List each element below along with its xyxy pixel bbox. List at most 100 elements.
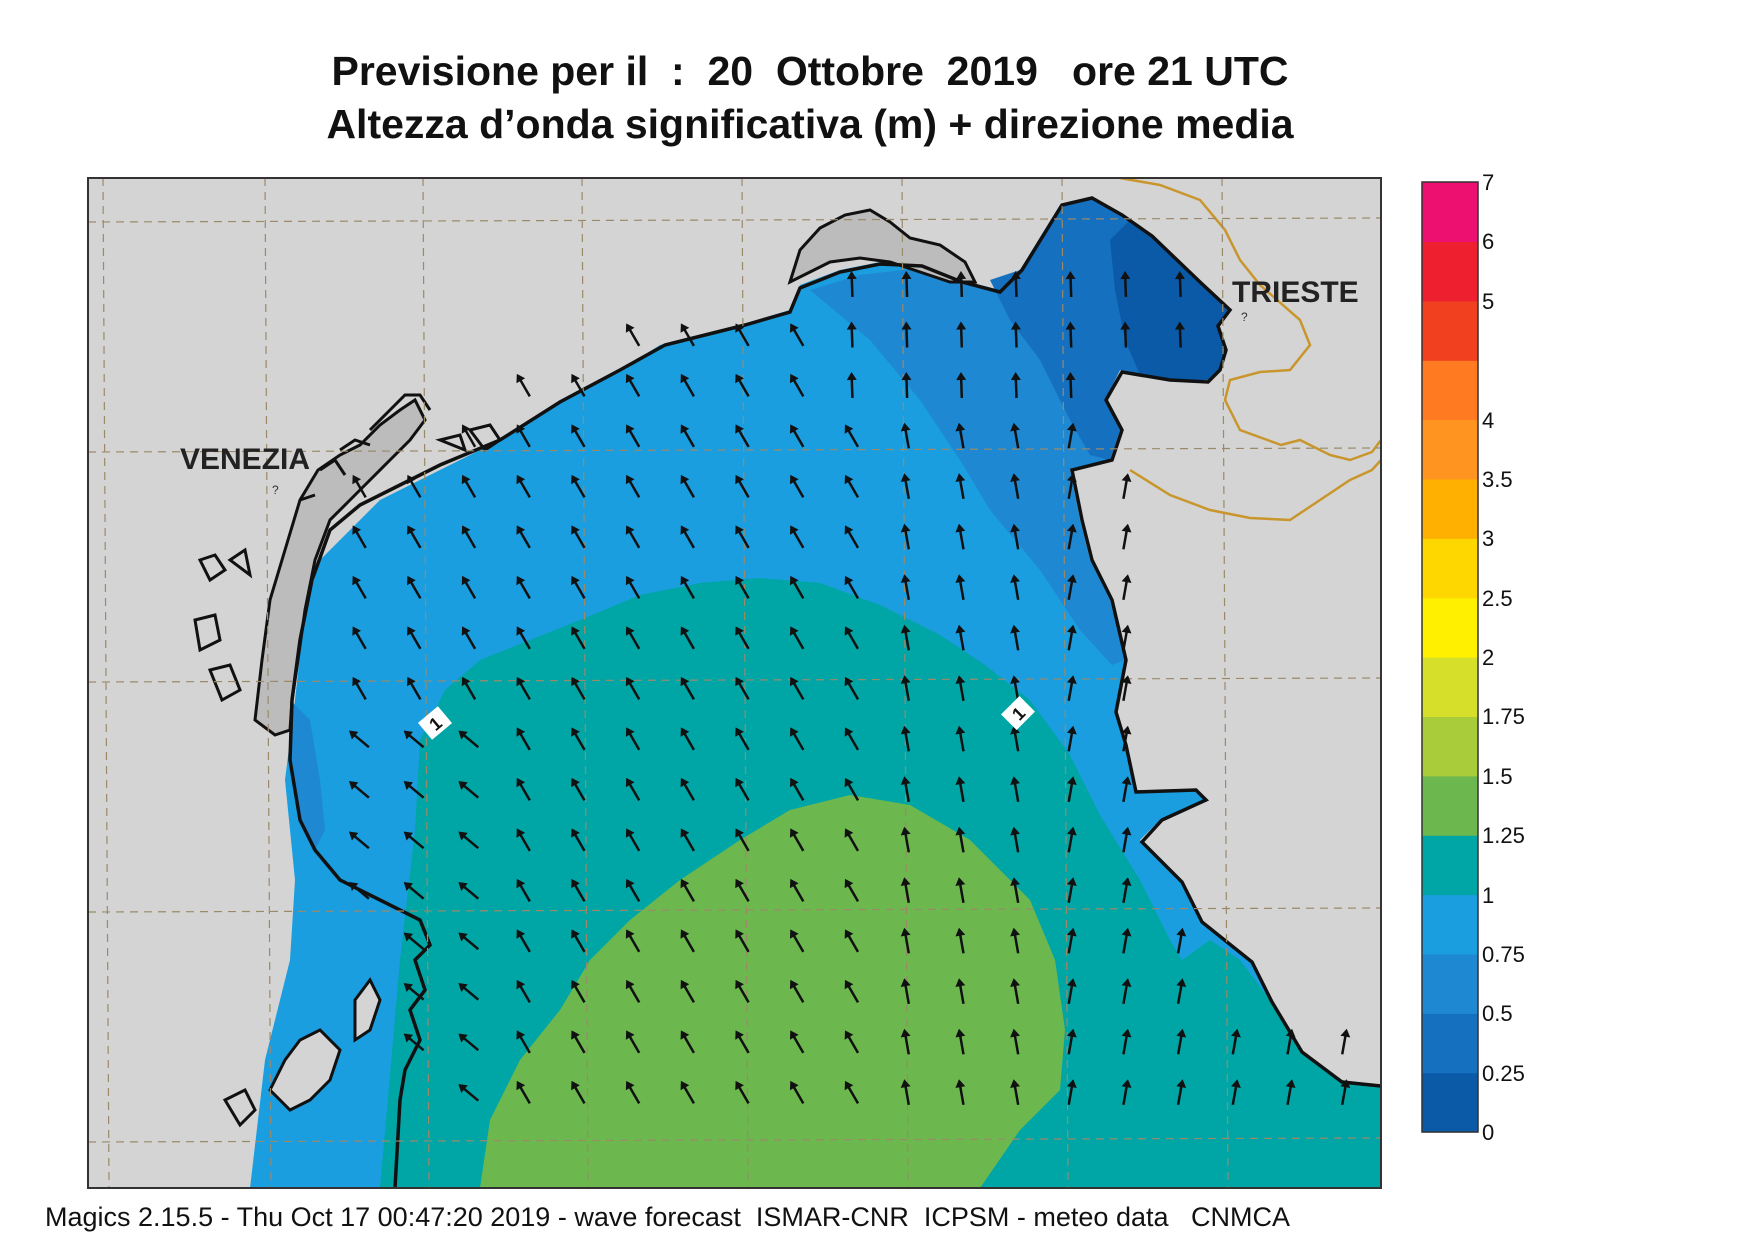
wave-arrow	[516, 575, 531, 600]
wave-arrow	[1066, 422, 1077, 449]
wave-arrow	[955, 1028, 966, 1055]
graticule-parallel	[88, 677, 1381, 683]
wave-arrow	[844, 1030, 860, 1054]
wave-arrow	[571, 525, 586, 549]
wave-arrow	[1010, 776, 1020, 803]
wave-arrow	[735, 676, 750, 701]
wave-arrow	[846, 372, 857, 399]
wave-arrow	[1176, 927, 1187, 954]
wave-arrow	[900, 675, 911, 702]
colorbar-swatch	[1422, 182, 1478, 242]
wave-arrow	[1121, 675, 1132, 702]
wave-arrow	[625, 424, 641, 448]
graticule	[88, 178, 1381, 1188]
wave-arrow	[1010, 372, 1021, 399]
wave-arrow	[407, 676, 422, 701]
wave-arrow	[1340, 1079, 1351, 1106]
colorbar-swatch	[1422, 241, 1478, 302]
wave-arrow	[407, 525, 422, 549]
wave-arrow	[1174, 271, 1185, 298]
wave-arrow	[680, 878, 695, 903]
title-line-1: Previsione per il : 20 Ottobre 2019 ore …	[331, 48, 1289, 94]
wave-arrow	[900, 927, 911, 954]
wave-arrow	[516, 777, 531, 802]
footer-credit: Magics 2.15.5 - Thu Oct 17 00:47:20 2019…	[45, 1202, 1290, 1232]
wave-arrow	[403, 1033, 425, 1052]
wave-arrow	[955, 574, 966, 601]
wave-arrow	[625, 777, 641, 802]
wave-arrow	[789, 1080, 805, 1105]
wave-arrow	[516, 1030, 531, 1054]
wave-arrow	[403, 983, 425, 1001]
wave-arrow	[407, 474, 422, 499]
wave-arrow	[735, 373, 750, 398]
wave-arrow	[458, 983, 480, 1001]
wave-arrow	[1066, 1028, 1077, 1055]
colorbar-swatch	[1422, 657, 1478, 717]
wave-arrow	[955, 826, 966, 853]
wave-arrow	[844, 878, 860, 903]
wave-arrow	[680, 929, 695, 953]
colorbar-tick-label: 4	[1482, 407, 1495, 433]
wave-arrow	[1010, 523, 1020, 550]
city-label-trieste: TRIESTE	[1232, 276, 1359, 309]
wave-arrow	[844, 626, 860, 650]
colorbar-tick-label: 5	[1482, 288, 1495, 314]
graticule-meridian	[1221, 178, 1229, 1188]
wave-arrow	[625, 878, 641, 903]
wave-arrow	[625, 323, 641, 347]
colorbar-swatch	[1422, 1072, 1478, 1133]
wave-arrow	[571, 878, 586, 903]
wave-arrow	[789, 929, 805, 953]
wave-arrow	[789, 373, 805, 398]
wave-arrow	[571, 373, 586, 398]
wave-arrow	[735, 575, 750, 600]
colorbar-swatch	[1422, 597, 1478, 658]
wave-arrow	[571, 626, 586, 650]
wave-arrow	[735, 474, 750, 499]
wave-arrow	[735, 626, 750, 650]
wave-arrow	[844, 979, 860, 1004]
wave-arrow	[735, 424, 750, 448]
wave-arrow	[900, 523, 911, 550]
wave-arrow	[625, 727, 641, 751]
wave-arrow	[348, 781, 370, 799]
wave-arrow	[680, 323, 695, 347]
wave-arrow	[1010, 877, 1020, 904]
wave-arrow	[1066, 927, 1077, 954]
wave-arrow	[1010, 271, 1021, 298]
wave-arrow	[1121, 1079, 1132, 1106]
wave-arrow	[625, 676, 641, 701]
wave-arrow	[625, 979, 641, 1004]
wave-arrow	[900, 776, 911, 803]
wave-arrow	[900, 725, 911, 752]
wave-arrow	[571, 1080, 586, 1105]
wave-arrow	[625, 929, 641, 953]
wave-arrow	[1010, 927, 1020, 954]
wave-arrow	[955, 523, 966, 550]
colorbar-swatch	[1422, 953, 1478, 1014]
coastline	[290, 196, 1381, 1088]
wave-arrow	[956, 271, 967, 298]
wave-arrow	[458, 882, 480, 900]
wave-arrow	[1065, 271, 1076, 298]
wave-arrow	[680, 727, 695, 751]
colorbar-tick-label: 7	[1482, 170, 1495, 195]
wave-arrow	[625, 474, 641, 499]
wave-arrow	[900, 574, 911, 601]
wave-arrow	[1066, 473, 1077, 500]
wave-arrow	[900, 826, 911, 853]
wave-arrow	[458, 1033, 480, 1052]
wave-arrow	[516, 828, 531, 852]
wave-arrow	[458, 831, 480, 850]
colorbar-swatch	[1422, 478, 1478, 539]
wave-arrow	[789, 777, 805, 802]
wave-arrow	[735, 525, 750, 549]
graticule-parallel	[88, 217, 1381, 223]
wave-arrow	[955, 776, 966, 803]
wave-arrow	[1121, 978, 1132, 1005]
wave-arrow	[844, 828, 860, 852]
wave-arrow	[461, 626, 477, 650]
colorbar-tick-label: 0.5	[1482, 1001, 1513, 1027]
wave-arrow	[680, 828, 695, 852]
